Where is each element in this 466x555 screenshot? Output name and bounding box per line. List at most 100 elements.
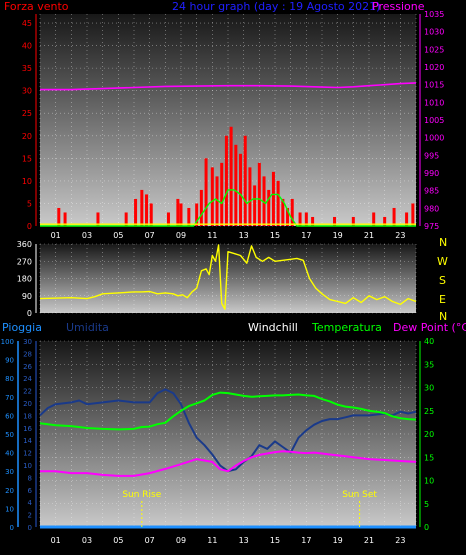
series-forza-vento-bar	[262, 176, 266, 226]
header-right-title: Pressione	[372, 0, 425, 13]
series-forza-vento-bar	[134, 198, 138, 226]
series-forza-vento-bar	[276, 180, 280, 226]
panel3-humidity-tick: 24	[23, 375, 32, 383]
panel3-hour-label: 05	[113, 536, 123, 545]
legend-temperatura: Temperatura	[311, 321, 382, 334]
sunset-label: Sun Set	[342, 490, 377, 500]
panel1-left-tick: 0	[27, 222, 32, 231]
panel1-right-tick: 1025	[424, 45, 444, 54]
panel3-rain-tick: 0	[10, 524, 14, 532]
series-direzione-vento-line	[39, 244, 417, 310]
panel3-humidity-tick: 2	[28, 512, 32, 520]
sunrise-label: Sun Rise	[122, 490, 161, 500]
series-forza-vento-bar	[281, 198, 285, 226]
series-forza-vento-bar	[149, 203, 153, 226]
panel1-right-tick: 975	[424, 222, 439, 231]
panel3-humidity-tick: 12	[23, 450, 32, 458]
panel3-humidity-tick: 16	[23, 425, 32, 433]
panel3-rain-tick: 70	[5, 394, 14, 402]
panel1-hour-label: 07	[145, 231, 155, 240]
panel3-hour-label: 01	[51, 536, 61, 545]
compass-e: E	[439, 293, 446, 306]
panel3-right-tick: 0	[424, 523, 429, 532]
panel3-humidity-tick: 14	[23, 437, 32, 445]
panel3-humidity-tick: 30	[23, 338, 32, 346]
panel3-rain-tick: 30	[5, 468, 14, 476]
panel3-rain-tick: 90	[5, 357, 14, 365]
legend-windchill: Windchill	[248, 321, 298, 334]
series-dew-point-line	[40, 450, 417, 477]
series-forza-vento-bar	[140, 189, 144, 226]
series-forza-vento-bar	[383, 216, 387, 226]
panel3-right-tick: 5	[424, 500, 429, 509]
series-forza-vento-bar	[351, 216, 355, 226]
legend-umidita: Umidita	[66, 321, 109, 334]
panel1-hour-label: 01	[51, 231, 61, 240]
panel1-hour-label: 09	[176, 231, 186, 240]
series-forza-vento-bar	[195, 203, 199, 226]
series-forza-vento-bar	[179, 203, 183, 226]
panel1-left-tick: 35	[22, 64, 32, 73]
series-forza-vento-bar	[220, 162, 224, 226]
series-forza-vento-bar	[199, 189, 203, 226]
panel1-hour-label: 05	[113, 231, 123, 240]
panel3-right-tick: 30	[424, 384, 434, 393]
series-media-vento-line	[40, 189, 416, 227]
panel3-hour-label: 23	[395, 536, 405, 545]
chart-dynamic-layer: 0510152025303540459759809859909951000100…	[1, 10, 445, 545]
panel3-right-tick: 20	[424, 430, 434, 439]
panel3-hour-label: 03	[82, 536, 92, 545]
series-forza-vento-bar	[145, 194, 149, 226]
panel1-right-tick: 1000	[424, 134, 444, 143]
panel3-hour-label: 07	[145, 536, 155, 545]
series-forza-vento-bar	[57, 207, 61, 226]
panel3-right-tick: 40	[424, 337, 434, 346]
panel3-humidity-tick: 10	[23, 462, 32, 470]
panel3-humidity-tick: 0	[28, 524, 32, 532]
series-forza-vento-bar	[96, 212, 100, 226]
series-forza-vento-bar	[333, 216, 337, 226]
series-forza-vento-bar	[405, 212, 409, 226]
panel3-rain-tick: 100	[1, 338, 14, 346]
series-forza-vento-bar	[210, 167, 214, 226]
panel1-hour-label: 21	[364, 231, 374, 240]
panel3-humidity-tick: 20	[23, 400, 32, 408]
series-pressione-line	[40, 82, 417, 91]
series-forza-vento-bar	[248, 167, 252, 226]
panel3-hour-label: 09	[176, 536, 186, 545]
panel1-left-tick: 20	[22, 132, 32, 141]
panel1-right-tick: 980	[424, 204, 439, 213]
header-center-title: 24 hour graph (day : 19 Agosto 2021)	[172, 0, 380, 13]
panel2-left-tick: 90	[22, 292, 32, 301]
panel3-humidity-tick: 28	[23, 350, 32, 358]
panel3-rain-tick: 20	[5, 487, 14, 495]
panel1-left-tick: 25	[22, 109, 32, 118]
panel3-humidity-tick: 22	[23, 388, 32, 396]
panel3-rain-tick: 50	[5, 431, 14, 439]
series-forza-vento-bar	[372, 212, 376, 226]
series-forza-vento-bar	[229, 126, 233, 226]
panel1-right-tick: 1010	[424, 98, 444, 107]
series-umidita-line	[39, 388, 417, 473]
panel3-hour-label: 11	[207, 536, 217, 545]
panel3-humidity-tick: 4	[28, 499, 33, 507]
series-forza-vento-bar	[204, 158, 208, 226]
panel1-right-tick: 990	[424, 169, 439, 178]
series-forza-vento-bar	[124, 212, 128, 226]
series-forza-vento-bar	[392, 207, 396, 226]
panel1-hour-label: 23	[395, 231, 405, 240]
series-forza-vento-bar	[286, 207, 290, 226]
panel3-humidity-tick: 18	[23, 412, 32, 420]
panel3-right-tick: 25	[424, 407, 434, 416]
series-forza-vento-bar	[239, 153, 243, 226]
panel3-right-tick: 10	[424, 477, 434, 486]
header-left-title: Forza vento	[4, 0, 69, 13]
panel3-hour-label: 19	[333, 536, 343, 545]
panel3-humidity-tick: 6	[28, 487, 33, 495]
compass-s: S	[439, 274, 446, 287]
panel1-hour-label: 15	[270, 231, 280, 240]
panel2-left-tick: 0	[27, 309, 32, 318]
panel3-right-tick: 35	[424, 360, 434, 369]
